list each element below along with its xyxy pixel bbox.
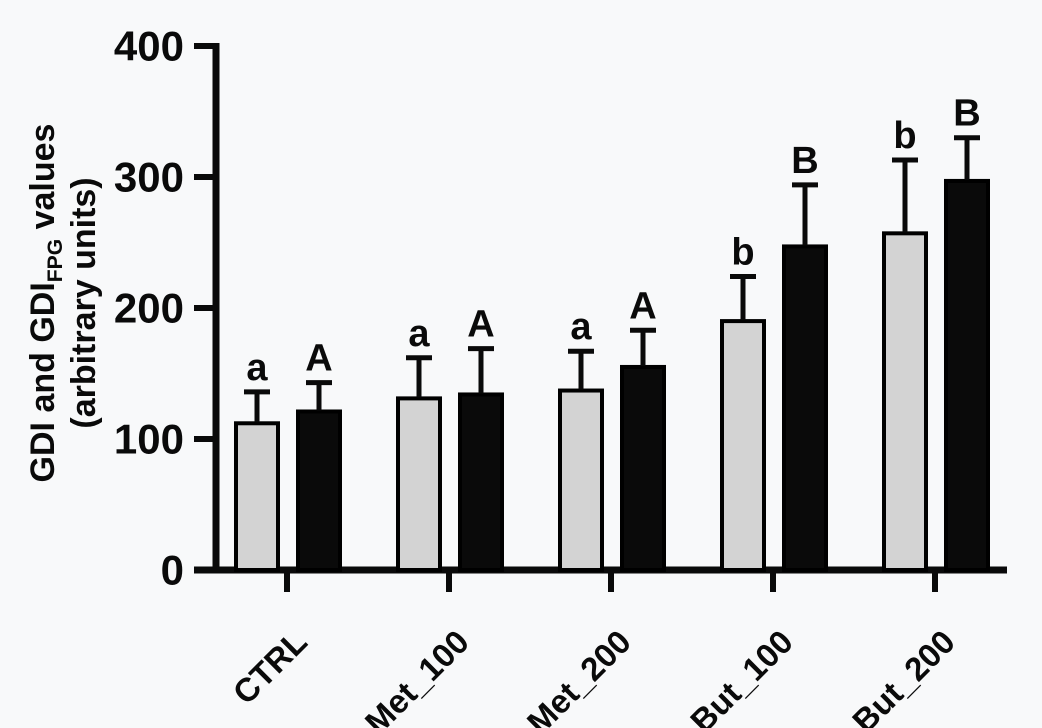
bar-But_200-GDI — [882, 231, 928, 573]
y-tick-label-100: 100 — [114, 416, 184, 463]
x-label-But_200: But_200 — [845, 623, 962, 728]
y-tick-label-0: 0 — [161, 547, 184, 594]
bar-Met_200-GDI — [558, 388, 604, 572]
y-axis-title-line2: (arbitrary units) — [65, 177, 103, 429]
y-tick-label-300: 300 — [114, 154, 184, 201]
sig-letter-Met_100-GDI_FPG: A — [467, 304, 494, 346]
bar-Met_100-GDI — [396, 396, 442, 573]
sig-letter-CTRL-GDI_FPG: A — [305, 338, 332, 380]
sig-letter-But_100-GDI_FPG: B — [791, 140, 818, 182]
sig-letter-But_100-GDI: b — [731, 232, 754, 274]
sig-letter-But_200-GDI: b — [893, 115, 916, 157]
y-tick-label-400: 400 — [114, 23, 184, 70]
x-label-CTRL: CTRL — [226, 623, 314, 711]
x-label-Met_200: Met_200 — [520, 623, 638, 728]
bar-But_100-GDI_FPG — [782, 244, 828, 572]
y-tick-label-200: 200 — [114, 285, 184, 332]
bar-But_100-GDI — [720, 319, 766, 572]
sig-letter-But_200-GDI_FPG: B — [953, 93, 980, 135]
sig-letter-Met_100-GDI: a — [408, 313, 430, 355]
y-axis-title-line1: GDI and GDIFPG values — [24, 123, 67, 483]
bar-CTRL-GDI_FPG — [296, 409, 342, 572]
x-label-But_100: But_100 — [683, 623, 800, 728]
x-label-Met_100: Met_100 — [358, 623, 476, 728]
sig-letter-Met_200-GDI: a — [570, 306, 592, 348]
bar-Met_100-GDI_FPG — [458, 392, 504, 572]
sig-letter-Met_200-GDI_FPG: A — [629, 285, 656, 327]
bar-But_200-GDI_FPG — [944, 178, 990, 572]
bar-CTRL-GDI — [234, 421, 280, 572]
bar-Met_200-GDI_FPG — [620, 364, 666, 573]
sig-letter-CTRL-GDI: a — [246, 347, 268, 389]
y-axis-title: GDI and GDIFPG values (arbitrary units) — [23, 124, 105, 483]
